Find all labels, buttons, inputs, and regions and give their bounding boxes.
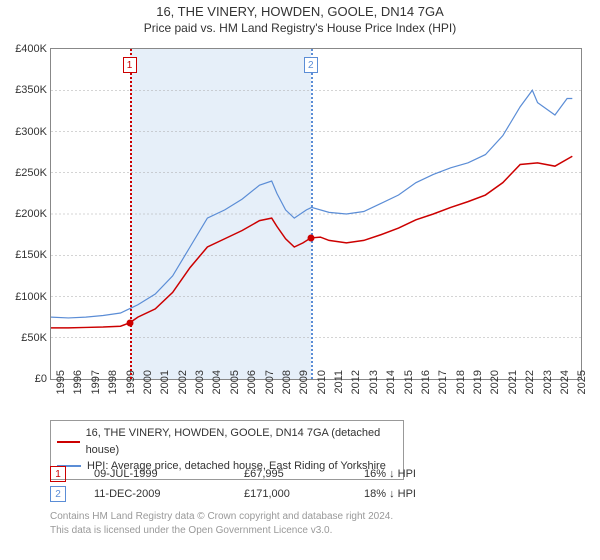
event-vline (130, 49, 132, 379)
transaction-row: 1 09-JUL-1999£67,99516% ↓ HPI (50, 464, 464, 484)
chart-area: £0£50K£100K£150K£200K£250K£300K£350K£400… (50, 48, 580, 378)
transaction-table: 1 09-JUL-1999£67,99516% ↓ HPI 2 11-DEC-2009… (50, 464, 464, 504)
x-tick-label: 2023 (542, 370, 554, 405)
legend-item: 16, THE VINERY, HOWDEN, GOOLE, DN14 7GA … (57, 425, 397, 458)
x-tick-label: 1995 (55, 370, 67, 405)
x-tick-label: 2020 (489, 370, 501, 405)
x-tick-label: 2012 (350, 370, 362, 405)
x-tick-label: 2021 (507, 370, 519, 405)
transaction-row: 2 11-DEC-2009£171,00018% ↓ HPI (50, 484, 464, 504)
series-marker (126, 319, 133, 326)
x-tick-label: 2009 (298, 370, 310, 405)
y-tick-label: £350K (3, 84, 47, 96)
transaction-price: £171,000 (244, 488, 364, 500)
x-tick-label: 2008 (281, 370, 293, 405)
x-tick-label: 2013 (368, 370, 380, 405)
plot-area: £0£50K£100K£150K£200K£250K£300K£350K£400… (50, 48, 582, 380)
transaction-price: £67,995 (244, 468, 364, 480)
transaction-diff: 18% ↓ HPI (364, 488, 464, 500)
credits-line1: Contains HM Land Registry data © Crown c… (50, 510, 393, 524)
event-marker: 1 (123, 57, 137, 73)
x-tick-label: 2015 (403, 370, 415, 405)
x-tick-label: 2017 (437, 370, 449, 405)
event-vline (311, 49, 313, 379)
y-tick-label: £200K (3, 208, 47, 220)
x-tick-label: 2022 (524, 370, 536, 405)
x-tick-label: 2019 (472, 370, 484, 405)
x-tick-label: 2005 (229, 370, 241, 405)
x-tick-label: 2004 (211, 370, 223, 405)
x-tick-label: 1997 (90, 370, 102, 405)
credits: Contains HM Land Registry data © Crown c… (50, 510, 393, 538)
x-tick-label: 2007 (264, 370, 276, 405)
transaction-diff: 16% ↓ HPI (364, 468, 464, 480)
chart-titles: 16, THE VINERY, HOWDEN, GOOLE, DN14 7GA … (0, 0, 600, 35)
x-tick-label: 2000 (142, 370, 154, 405)
chart-container: { "title_line1": "16, THE VINERY, HOWDEN… (0, 0, 600, 560)
x-tick-label: 1996 (72, 370, 84, 405)
x-tick-label: 2014 (385, 370, 397, 405)
event-marker: 2 (304, 57, 318, 73)
series-marker (307, 234, 314, 241)
credits-line2: This data is licensed under the Open Gov… (50, 524, 393, 538)
y-tick-label: £100K (3, 291, 47, 303)
y-tick-label: £50K (3, 332, 47, 344)
transaction-marker: 1 (50, 466, 66, 482)
x-tick-label: 2025 (576, 370, 588, 405)
x-tick-label: 2006 (246, 370, 258, 405)
y-tick-label: £300K (3, 126, 47, 138)
transaction-date: 11-DEC-2009 (94, 488, 244, 500)
x-tick-label: 2001 (159, 370, 171, 405)
legend-label: 16, THE VINERY, HOWDEN, GOOLE, DN14 7GA … (86, 425, 397, 458)
y-tick-label: £150K (3, 249, 47, 261)
y-tick-label: £400K (3, 43, 47, 55)
x-tick-label: 2018 (455, 370, 467, 405)
x-tick-label: 1998 (107, 370, 119, 405)
x-tick-label: 2010 (316, 370, 328, 405)
transaction-marker: 2 (50, 486, 66, 502)
x-tick-label: 2024 (559, 370, 571, 405)
x-tick-label: 2011 (333, 370, 345, 405)
title-address: 16, THE VINERY, HOWDEN, GOOLE, DN14 7GA (0, 4, 600, 19)
y-tick-label: £250K (3, 167, 47, 179)
y-tick-label: £0 (3, 373, 47, 385)
title-subtitle: Price paid vs. HM Land Registry's House … (0, 21, 600, 35)
legend-swatch (57, 441, 80, 443)
x-tick-label: 2002 (177, 370, 189, 405)
transaction-date: 09-JUL-1999 (94, 468, 244, 480)
x-tick-label: 2016 (420, 370, 432, 405)
x-tick-label: 2003 (194, 370, 206, 405)
